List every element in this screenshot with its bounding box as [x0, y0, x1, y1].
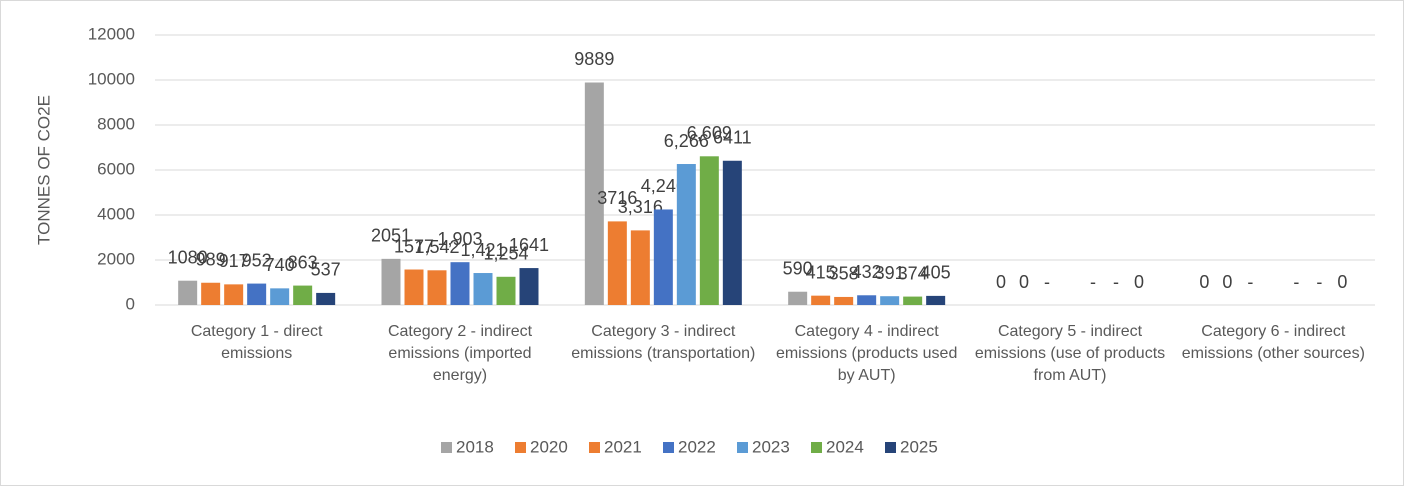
legend-swatch [811, 442, 822, 453]
legend-label: 2018 [456, 437, 494, 456]
data-label: 9889 [574, 49, 614, 69]
y-tick-label: 4000 [97, 204, 135, 223]
x-tick-label: Category 2 - indirect emissions (importe… [387, 323, 533, 384]
data-label: 0 [1019, 272, 1029, 292]
data-label: 1641 [509, 235, 549, 255]
bar [722, 160, 742, 305]
data-label: 432 [852, 262, 882, 282]
data-label: 415 [806, 262, 836, 282]
legend-swatch [515, 442, 526, 453]
data-label: 590 [783, 258, 813, 278]
y-tick-label: 6000 [97, 159, 135, 178]
data-label: 6,609 [687, 123, 732, 143]
data-label: 1,903 [437, 229, 482, 249]
y-axis-title: TONNES OF CO2E [34, 95, 53, 245]
data-label: 6,266 [664, 131, 709, 151]
data-label: 3716 [597, 188, 637, 208]
data-label: 358 [829, 264, 859, 284]
bar [903, 296, 923, 305]
bar [699, 156, 719, 305]
data-label: 4,246 [641, 176, 686, 196]
data-label: 863 [288, 252, 318, 272]
bar [857, 295, 877, 305]
data-label: 537 [311, 260, 341, 280]
x-tick-label: Category 5 - indirect emissions (use of … [974, 323, 1166, 384]
data-label: - [1293, 272, 1299, 292]
legend-swatch [589, 442, 600, 453]
bar [381, 258, 401, 305]
bar [496, 276, 516, 305]
data-label: 1577 [394, 236, 434, 256]
legend-swatch [737, 442, 748, 453]
data-label: 6411 [713, 128, 752, 148]
bar [811, 295, 831, 305]
data-label: 391 [875, 263, 905, 283]
bar [834, 296, 854, 305]
bar [473, 273, 493, 305]
bar [270, 288, 290, 305]
bar [427, 270, 447, 305]
y-tick-label: 0 [126, 294, 135, 313]
bar [880, 296, 900, 305]
x-tick-label: Category 4 - indirect emissions (product… [775, 323, 958, 384]
legend-label: 2021 [604, 437, 642, 456]
x-tick-label: Category 6 - indirect emissions (other s… [1181, 323, 1365, 362]
data-label: 0 [1337, 272, 1347, 292]
x-tick-label: Category 3 - indirect emissions (transpo… [571, 323, 756, 362]
data-label: 1,542 [414, 237, 459, 257]
y-tick-label: 2000 [97, 249, 135, 268]
x-tick-label: Category 1 - direct emissions [190, 323, 323, 362]
data-label: 0 [1134, 272, 1144, 292]
bar [224, 284, 244, 305]
bar [178, 280, 198, 305]
bar [450, 262, 470, 305]
legend-swatch [663, 442, 674, 453]
bar [519, 268, 539, 305]
bar [316, 292, 336, 305]
legend-label: 2024 [826, 437, 864, 456]
data-label: 989 [196, 249, 226, 269]
data-label: 3,316 [618, 197, 663, 217]
data-label: 1080 [168, 247, 208, 267]
bar [630, 230, 650, 305]
bar [788, 291, 808, 305]
data-label: - [1044, 272, 1050, 292]
data-label: 1,421 [460, 240, 505, 260]
y-tick-label: 12000 [88, 24, 135, 43]
bar [404, 269, 424, 305]
data-label: - [1247, 272, 1253, 292]
data-label: 917 [219, 251, 249, 271]
bar [584, 82, 604, 305]
data-label: 952 [242, 250, 272, 270]
bar [247, 283, 267, 305]
bar [293, 285, 313, 305]
legend-label: 2020 [530, 437, 568, 456]
y-tick-label: 10000 [88, 69, 135, 88]
data-label: - [1113, 272, 1119, 292]
bar [653, 209, 673, 305]
bar [607, 221, 627, 305]
legend-label: 2023 [752, 437, 790, 456]
data-label: 0 [1222, 272, 1232, 292]
data-label: 740 [265, 255, 295, 275]
data-label: - [1090, 272, 1096, 292]
bar [676, 164, 696, 305]
bar [201, 282, 221, 305]
data-label: 0 [996, 272, 1006, 292]
y-tick-label: 8000 [97, 114, 135, 133]
bar [926, 295, 946, 305]
data-label: 1,254 [483, 244, 528, 264]
data-label: 374 [898, 263, 928, 283]
legend-label: 2025 [900, 437, 938, 456]
data-label: 2051 [371, 226, 411, 246]
data-label: 405 [921, 263, 951, 283]
data-label: - [1316, 272, 1322, 292]
legend-label: 2022 [678, 437, 716, 456]
legend-swatch [885, 442, 896, 453]
data-label: 0 [1199, 272, 1209, 292]
legend-swatch [441, 442, 452, 453]
